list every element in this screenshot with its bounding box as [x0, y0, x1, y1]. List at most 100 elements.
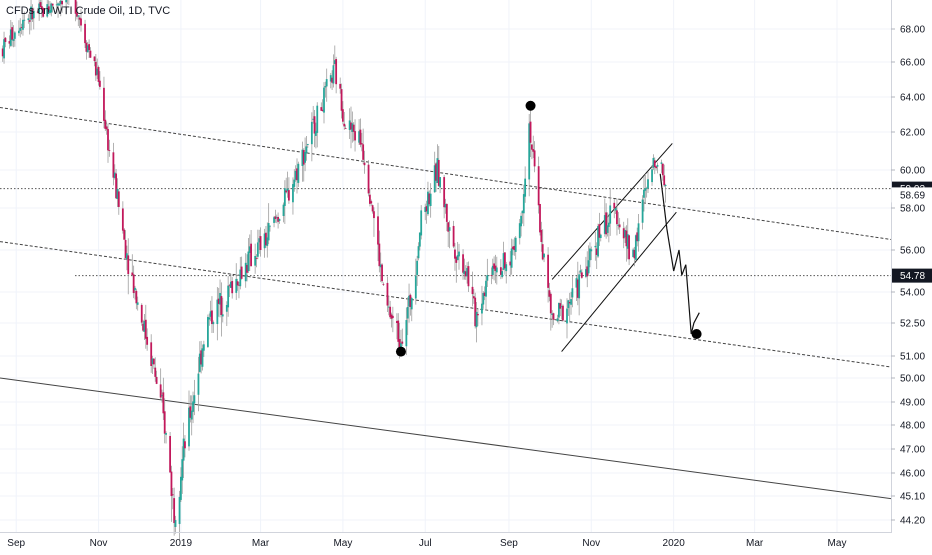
candle[interactable] [104, 110, 107, 131]
candle[interactable] [531, 143, 533, 160]
candle[interactable] [255, 254, 258, 268]
candle[interactable] [297, 161, 300, 187]
candle[interactable] [590, 246, 593, 261]
candle[interactable] [373, 207, 375, 237]
candle[interactable] [244, 253, 247, 288]
candle[interactable] [444, 198, 447, 214]
candle[interactable] [427, 181, 429, 216]
candle[interactable] [240, 256, 243, 280]
candle[interactable] [454, 242, 456, 271]
candle[interactable] [231, 277, 234, 299]
candle[interactable] [524, 166, 527, 203]
candle[interactable] [618, 217, 621, 234]
candle[interactable] [115, 168, 117, 200]
candle[interactable] [386, 276, 389, 312]
swing-high-dot[interactable] [525, 100, 536, 111]
candle[interactable] [107, 123, 109, 163]
candle[interactable] [647, 171, 649, 193]
candle[interactable] [3, 31, 5, 64]
candle[interactable] [113, 164, 116, 180]
candle[interactable] [332, 54, 335, 88]
candle[interactable] [603, 198, 606, 237]
candle[interactable] [288, 177, 290, 204]
candle[interactable] [267, 203, 270, 245]
candle[interactable] [429, 183, 432, 218]
candle[interactable] [259, 227, 262, 257]
candle[interactable] [269, 225, 271, 232]
candle[interactable] [85, 40, 88, 60]
candle[interactable] [549, 292, 552, 331]
candle[interactable] [126, 245, 128, 271]
candle[interactable] [409, 293, 412, 316]
candle[interactable] [263, 228, 266, 258]
candle[interactable] [466, 262, 468, 284]
candle[interactable] [350, 106, 352, 149]
candle[interactable] [282, 202, 285, 223]
candle[interactable] [315, 122, 317, 149]
candle[interactable] [428, 190, 431, 207]
candle[interactable] [19, 18, 22, 38]
candle[interactable] [162, 377, 165, 420]
candle[interactable] [42, 7, 45, 18]
candle[interactable] [331, 70, 333, 90]
candle[interactable] [266, 222, 269, 258]
candle[interactable] [641, 195, 644, 230]
candle[interactable] [456, 241, 459, 261]
candle[interactable] [310, 112, 313, 162]
candle[interactable] [560, 299, 563, 320]
candle[interactable] [362, 128, 365, 165]
candle[interactable] [305, 136, 308, 161]
candle[interactable] [51, 3, 54, 13]
candle[interactable] [192, 391, 194, 424]
candle[interactable] [340, 83, 343, 119]
candle[interactable] [401, 328, 404, 347]
candle[interactable] [1, 45, 4, 62]
candle[interactable] [474, 292, 477, 329]
candle[interactable] [589, 242, 591, 268]
candle[interactable] [323, 82, 325, 124]
candle[interactable] [278, 218, 281, 224]
candle[interactable] [486, 258, 489, 288]
candle[interactable] [481, 285, 483, 326]
candle[interactable] [46, 0, 49, 18]
candle[interactable] [182, 422, 185, 478]
candle[interactable] [354, 119, 356, 152]
candle[interactable] [121, 201, 124, 234]
candle[interactable] [636, 227, 639, 247]
candle[interactable] [108, 139, 111, 157]
candle[interactable] [229, 273, 232, 288]
candle[interactable] [391, 306, 394, 333]
candle[interactable] [131, 254, 134, 276]
candle[interactable] [283, 180, 286, 224]
candle[interactable] [595, 242, 598, 269]
candle[interactable] [562, 304, 564, 322]
candle[interactable] [227, 275, 230, 317]
candle[interactable] [127, 238, 130, 295]
candle[interactable] [661, 163, 664, 181]
candle[interactable] [105, 121, 108, 135]
candle[interactable] [150, 334, 153, 373]
candle[interactable] [188, 390, 190, 451]
candle[interactable] [161, 389, 163, 403]
candle[interactable] [304, 137, 306, 172]
candle[interactable] [514, 236, 517, 260]
candle[interactable] [607, 213, 610, 243]
candle[interactable] [333, 45, 336, 66]
candle[interactable] [258, 229, 261, 254]
candle[interactable] [634, 234, 637, 262]
candle[interactable] [626, 218, 629, 260]
candle[interactable] [548, 282, 551, 302]
candle[interactable] [324, 81, 327, 98]
candle[interactable] [254, 243, 257, 274]
candle[interactable] [628, 234, 630, 266]
candle[interactable] [228, 283, 231, 298]
candle[interactable] [285, 177, 288, 194]
candle[interactable] [645, 186, 648, 198]
candle[interactable] [236, 278, 239, 291]
candle[interactable] [408, 283, 410, 323]
candle[interactable] [171, 487, 174, 510]
candle[interactable] [235, 263, 238, 300]
candle[interactable] [239, 256, 242, 290]
candle[interactable] [180, 467, 182, 502]
